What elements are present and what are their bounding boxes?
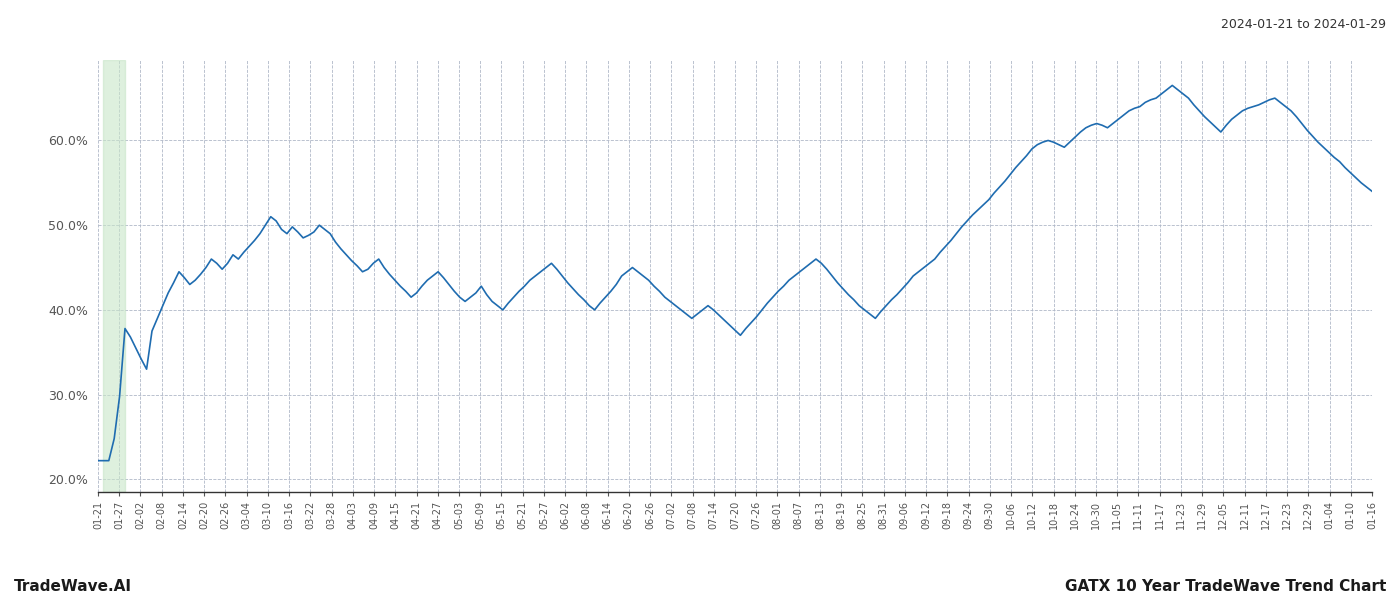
Text: 2024-01-21 to 2024-01-29: 2024-01-21 to 2024-01-29	[1221, 18, 1386, 31]
Text: GATX 10 Year TradeWave Trend Chart: GATX 10 Year TradeWave Trend Chart	[1064, 579, 1386, 594]
Bar	[104, 60, 125, 492]
Text: TradeWave.AI: TradeWave.AI	[14, 579, 132, 594]
